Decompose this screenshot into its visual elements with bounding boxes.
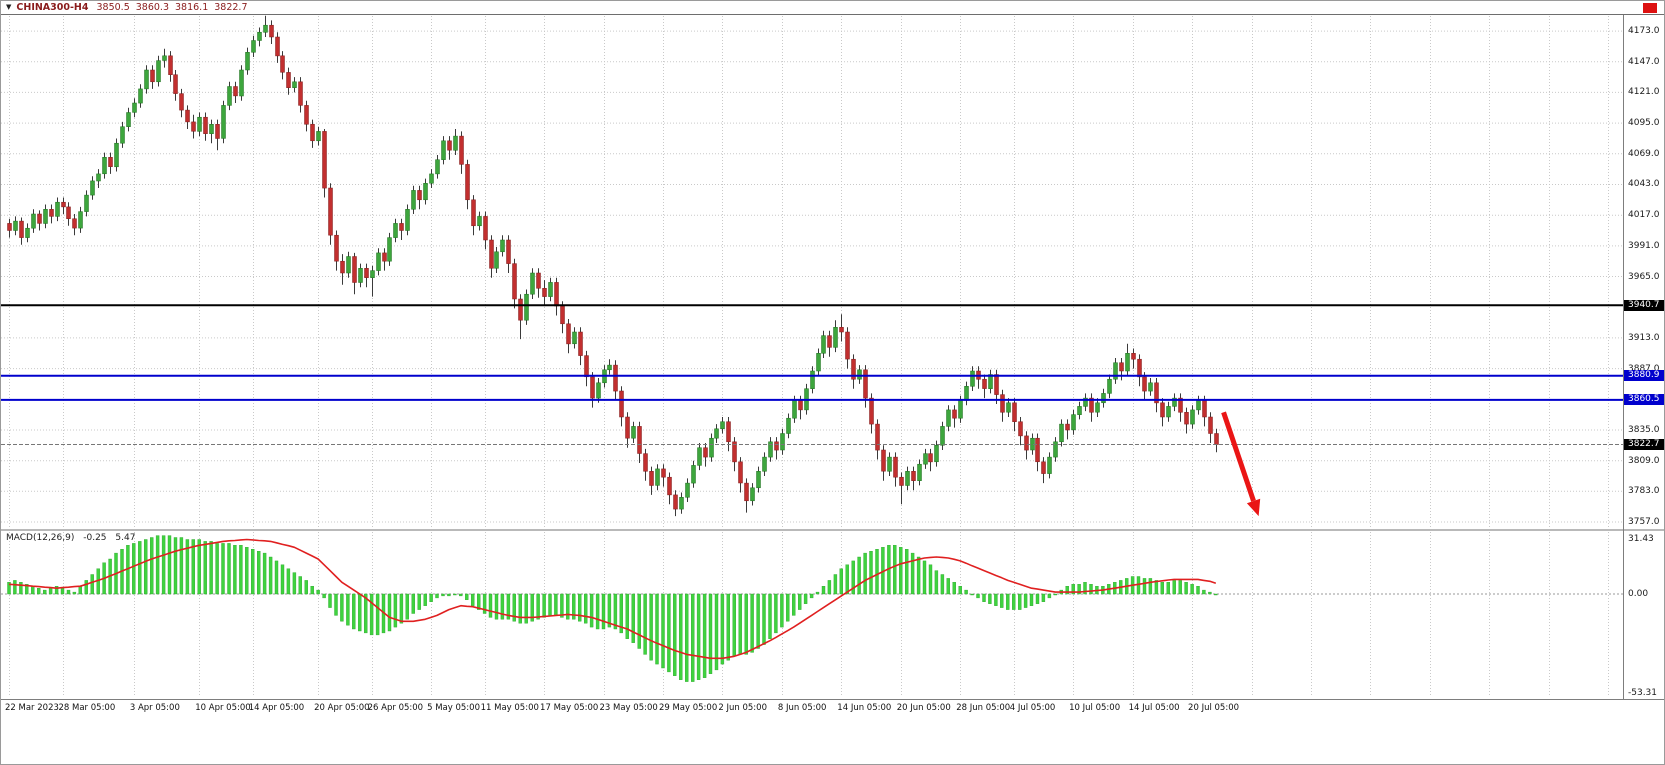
price-tick-label: 4173.0 xyxy=(1628,26,1660,37)
chart-menu-dropdown-icon[interactable]: ▼ xyxy=(6,3,12,11)
price-tick-label: 3757.0 xyxy=(1628,517,1660,528)
time-tick-label: 20 Jun 05:00 xyxy=(896,703,951,713)
time-tick-label: 5 May 05:00 xyxy=(427,703,480,713)
time-tick-label: 29 May 05:00 xyxy=(658,703,718,713)
price-axis[interactable]: 4173.0 4147.0 4121.0 4095.0 4069.0 4043.0 4017… xyxy=(1623,15,1664,699)
trend-arrow[interactable] xyxy=(1221,411,1261,517)
macd-indicator-label: MACD(12,26,9) -0.25 5.47 xyxy=(6,533,135,543)
macd-tick-label: 31.43 xyxy=(1628,534,1654,544)
time-tick-label: 4 Jul 05:00 xyxy=(1009,703,1056,713)
candles[interactable] xyxy=(7,15,1219,517)
macd-histogram[interactable] xyxy=(7,535,1218,682)
price-tick-label: 3965.0 xyxy=(1628,271,1660,282)
time-tick-label: 20 Jul 05:00 xyxy=(1188,703,1240,713)
time-tick-label: 14 Apr 05:00 xyxy=(248,703,305,713)
price-level-label: 3880.9 xyxy=(1624,370,1664,382)
time-tick-label: 26 Apr 05:00 xyxy=(367,703,424,713)
price-level-label: 3940.7 xyxy=(1624,299,1664,311)
time-tick-label: 10 Jul 05:00 xyxy=(1069,703,1121,713)
price-tick-label: 4043.0 xyxy=(1628,179,1660,190)
macd-signal-line xyxy=(8,538,1217,660)
time-tick-label: 11 May 05:00 xyxy=(480,703,539,713)
panel-splitter[interactable] xyxy=(1,529,1664,531)
top-right-red-indicator xyxy=(1643,3,1657,13)
symbol-timeframe-label: CHINA300-H4 xyxy=(16,1,89,13)
price-tick-label: 3809.0 xyxy=(1628,455,1660,466)
price-tick-label: 4017.0 xyxy=(1628,210,1660,221)
price-tick-label: 3783.0 xyxy=(1628,486,1660,497)
price-tick-label: 3887.0 xyxy=(1628,363,1660,374)
price-tick-label: 4147.0 xyxy=(1628,56,1660,67)
time-tick-label: 14 Jul 05:00 xyxy=(1128,703,1180,713)
time-tick-label: 22 Mar 2023 xyxy=(5,703,59,713)
time-tick-label: 3 Apr 05:00 xyxy=(129,703,180,713)
close-value: 3822.7 xyxy=(214,1,248,13)
price-tick-label: 4121.0 xyxy=(1628,87,1660,98)
current-price-label: 3822.7 xyxy=(1624,438,1664,450)
price-tick-label: 3991.0 xyxy=(1628,240,1660,251)
time-tick-label: 28 Jun 05:00 xyxy=(956,703,1011,713)
macd-signal-value: 5.47 xyxy=(115,533,136,543)
time-axis[interactable]: 22 Mar 2023 28 Mar 05:00 3 Apr 05:00 10 Apr… xyxy=(1,699,1664,719)
price-tick-label: 3835.0 xyxy=(1628,424,1660,435)
price-tick-label: 4095.0 xyxy=(1628,118,1660,129)
macd-tick-label: -53.31 xyxy=(1628,688,1658,698)
macd-tick-label: 0.00 xyxy=(1628,589,1649,599)
chart-header: ▼ CHINA300-H4 3850.5 3860.3 3816.1 3822.… xyxy=(1,1,1664,15)
time-tick-label: 14 Jun 05:00 xyxy=(837,703,892,713)
horizontal-level-lines[interactable] xyxy=(1,304,1623,445)
time-tick-label: 20 Apr 05:00 xyxy=(314,703,370,713)
time-tick-label: 8 Jun 05:00 xyxy=(777,703,827,713)
macd-name: MACD(12,26,9) xyxy=(6,533,75,543)
time-tick-label: 10 Apr 05:00 xyxy=(195,703,251,713)
price-tick-label: 3913.0 xyxy=(1628,332,1660,343)
high-value: 3860.3 xyxy=(135,1,169,13)
time-tick-label: 23 May 05:00 xyxy=(599,703,658,713)
price-level-label: 3860.5 xyxy=(1624,394,1664,406)
time-tick-label: 2 Jun 05:00 xyxy=(718,703,767,713)
open-value: 3850.5 xyxy=(96,1,130,13)
low-value: 3816.1 xyxy=(175,1,209,13)
price-tick-label: 4069.0 xyxy=(1628,148,1660,159)
time-tick-label: 28 Mar 05:00 xyxy=(58,703,116,713)
macd-main-value: -0.25 xyxy=(83,533,107,543)
time-tick-label: 17 May 05:00 xyxy=(540,703,599,713)
